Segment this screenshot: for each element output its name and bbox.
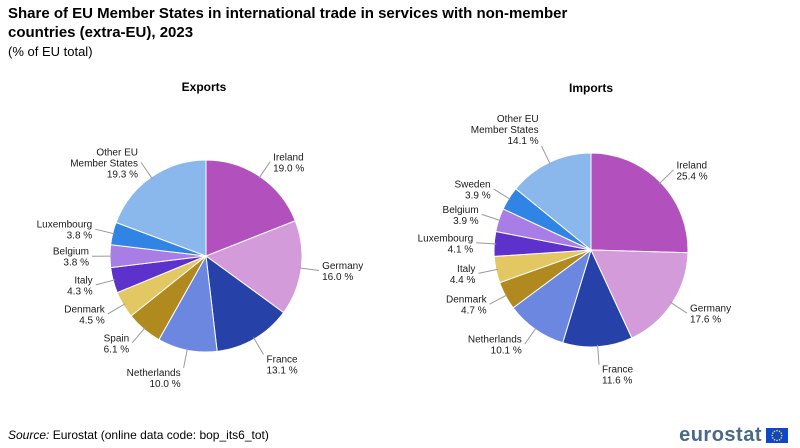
imports-label-line: Italy [457,264,475,275]
imports-title: Imports [569,81,613,95]
imports-label-line: Ireland [677,160,708,171]
imports-leader-belgium [482,214,501,220]
imports-label-line: 10.1 % [491,346,522,357]
exports-label-line: 4.3 % [67,286,93,297]
imports-leader-luxembourg [476,243,496,244]
imports-label-line: Luxembourg [418,233,474,244]
imports-label-line: 4.1 % [448,244,474,255]
exports-label-line: 3.8 % [63,258,89,269]
imports-label-line: 3.9 % [453,216,479,227]
exports-label-line: 19.0 % [273,163,304,174]
exports-label-line: Germany [322,261,363,272]
imports-leader-ireland [659,170,673,184]
exports-label-line: 6.1 % [104,344,130,355]
exports-leader-italy [96,280,115,285]
exports-label-line: 3.8 % [67,231,93,242]
imports-leader-other-eu-member-states [542,146,551,164]
imports-leader-italy [478,269,498,273]
exports-label-line: 19.3 % [107,169,138,180]
imports-label-line: 4.4 % [450,275,476,286]
exports-leader-france [253,337,263,354]
imports-label-line: 25.4 % [677,171,708,182]
imports-label-line: Denmark [446,295,488,306]
exports-label-line: Member States [70,158,138,169]
exports-label-line: Spain [104,333,130,344]
imports-label-line: 11.6 % [602,376,632,387]
exports-label-line: Netherlands [127,368,181,379]
exports-leader-ireland [259,162,270,179]
exports-label-line: Ireland [273,152,304,163]
exports-label-line: Other EU [96,147,138,158]
exports-label-line: France [267,355,299,366]
imports-label-line: 17.6 % [690,315,721,326]
eu-flag-icon [766,428,788,443]
imports-label-line: 4.7 % [461,306,487,317]
exports-label-line: 13.1 % [267,366,298,377]
imports-label-line: Germany [690,304,731,315]
exports-label-line: Luxembourg [37,220,93,231]
eurostat-logo: eurostat [679,424,788,447]
imports-leader-denmark [490,295,508,304]
exports-title: Exports [182,80,227,94]
exports-leader-spain [132,328,145,343]
imports-label-line: 3.9 % [465,190,491,201]
exports-leader-denmark [108,304,125,314]
exports-leader-germany [299,268,319,271]
imports-label-line: Netherlands [468,335,522,346]
imports-label-line: Member States [471,125,539,136]
source-label: Source: [8,428,49,442]
exports-leader-luxembourg [95,229,114,234]
imports-label-line: 14.1 % [507,136,538,147]
imports-leader-sweden [494,189,511,200]
eurostat-wordmark: eurostat [679,424,762,447]
source-note: Source: Eurostat (online data code: bop_… [8,428,269,442]
imports-leader-germany [670,302,687,313]
exports-label-line: Italy [74,275,92,286]
exports-leader-other-eu-member-states [141,162,152,178]
imports-label-line: Sweden [454,179,490,190]
imports-label-line: Belgium [443,205,479,216]
exports-label-line: Denmark [64,304,106,315]
imports-slice-ireland[interactable] [591,153,688,253]
exports-label-line: 10.0 % [149,379,180,390]
exports-label-line: 16.0 % [322,272,353,283]
exports-leader-netherlands [184,348,188,368]
exports-label-line: 4.5 % [79,315,105,326]
imports-leader-netherlands [525,328,537,344]
imports-label-line: France [602,365,634,376]
imports-label-line: Other EU [497,114,539,125]
imports-leader-france [598,345,599,365]
source-text: Eurostat (online data code: bop_its6_tot… [53,428,269,442]
exports-label-line: Belgium [53,247,89,258]
